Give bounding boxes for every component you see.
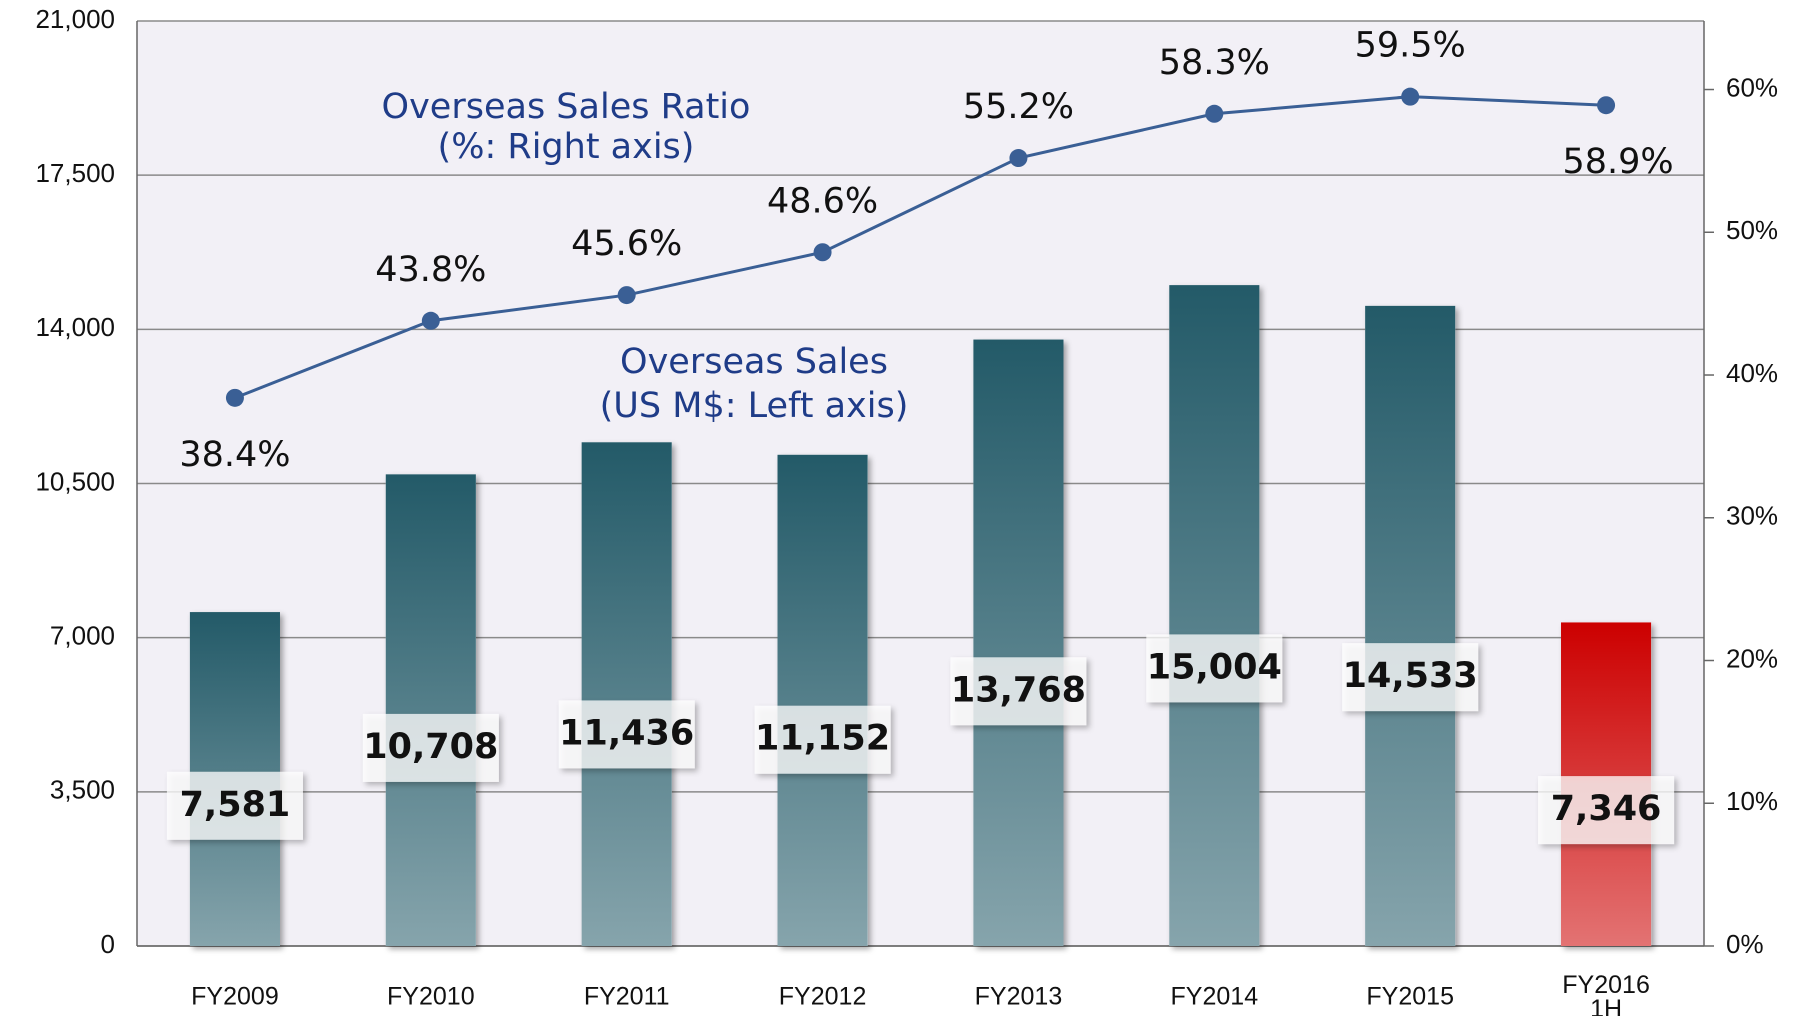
- point-label: 58.3%: [1159, 43, 1270, 83]
- point-label: 59.5%: [1355, 26, 1466, 66]
- value-label-box: [1538, 776, 1675, 845]
- bar: [777, 454, 868, 946]
- point-label: 43.8%: [375, 250, 486, 290]
- point-label: 55.2%: [963, 87, 1074, 127]
- value-label: 7,581: [180, 785, 291, 825]
- line: [234, 95, 1607, 400]
- point: [1009, 149, 1028, 168]
- x-tick-label: FY2011: [584, 983, 670, 1011]
- y2-tick-label: 0%: [1726, 929, 1764, 959]
- annotation: (%: Right axis): [438, 127, 695, 167]
- x-tick-label: FY2015: [1366, 983, 1454, 1011]
- x-tick-label: FY2009: [191, 983, 279, 1011]
- x-tick-label: FY2012: [779, 983, 867, 1011]
- y2-tick-label: 40%: [1726, 358, 1778, 388]
- y-tick-label: 0: [101, 929, 115, 959]
- annotation: Overseas Sales Ratio: [382, 87, 751, 127]
- point-label: 48.6%: [767, 181, 878, 221]
- value-label: 10,708: [363, 727, 498, 767]
- value-label: 15,004: [1147, 647, 1282, 687]
- x-tick-label: FY2010: [387, 983, 475, 1011]
- point-label: 45.6%: [571, 224, 682, 264]
- point: [1205, 104, 1224, 123]
- value-label-box: [558, 700, 695, 769]
- point: [225, 388, 244, 407]
- point: [421, 311, 440, 330]
- x-tick-label: FY2014: [1171, 983, 1259, 1011]
- y-tick-label: 7,000: [50, 621, 115, 651]
- bar: [1365, 305, 1456, 946]
- y2-tick-label: 20%: [1726, 643, 1778, 673]
- value-label-box: [1146, 634, 1283, 703]
- value-label-box: [166, 771, 303, 840]
- value-label: 7,346: [1551, 789, 1662, 829]
- annotation: (US M$: Left axis): [600, 386, 909, 426]
- point-label: 58.9%: [1562, 142, 1673, 182]
- value-label: 14,533: [1343, 656, 1478, 696]
- x-tick-label: FY2013: [975, 983, 1063, 1011]
- bar: [385, 474, 476, 946]
- point: [813, 243, 832, 262]
- point: [1597, 96, 1616, 115]
- y-tick-label: 3,500: [50, 775, 115, 805]
- bar: [973, 339, 1064, 946]
- y-tick-label: 14,000: [35, 312, 115, 342]
- x-tick-label: FY2016 1H: [1562, 971, 1650, 1016]
- value-label-box: [1342, 643, 1479, 712]
- y2-tick-label: 60%: [1726, 72, 1778, 102]
- bar: [581, 442, 672, 946]
- point-label: 38.4%: [179, 435, 290, 475]
- y-tick-label: 17,500: [35, 158, 115, 188]
- value-label-box: [754, 705, 891, 774]
- value-label: 13,768: [951, 670, 1086, 710]
- bar: [1169, 285, 1260, 947]
- y2-tick-label: 30%: [1726, 501, 1778, 531]
- value-label: 11,436: [559, 713, 694, 753]
- y2-tick-label: 50%: [1726, 215, 1778, 245]
- y-tick-label: 21,000: [35, 4, 115, 34]
- y2-tick-label: 10%: [1726, 786, 1778, 816]
- y-tick-label: 10,500: [35, 466, 115, 496]
- annotation: Overseas Sales: [620, 342, 888, 382]
- value-label-box: [362, 713, 499, 782]
- value-label: 11,152: [755, 719, 890, 759]
- point: [1401, 87, 1420, 106]
- point: [617, 286, 636, 305]
- value-label-box: [950, 657, 1087, 726]
